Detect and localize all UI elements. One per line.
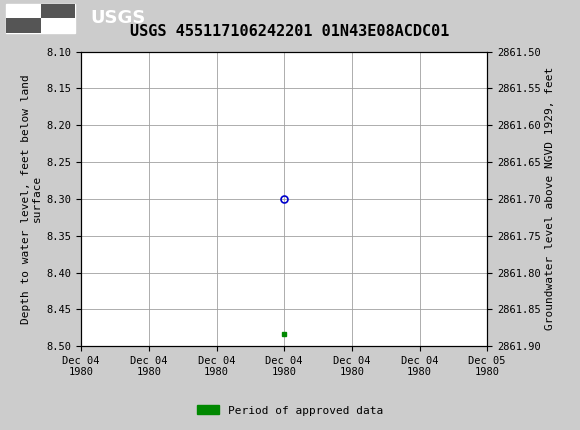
Y-axis label: Depth to water level, feet below land
surface: Depth to water level, feet below land su… <box>21 74 42 324</box>
Bar <box>41 3 75 18</box>
Text: USGS 455117106242201 01N43E08ACDC01: USGS 455117106242201 01N43E08ACDC01 <box>130 24 450 39</box>
Y-axis label: Groundwater level above NGVD 1929, feet: Groundwater level above NGVD 1929, feet <box>545 67 555 331</box>
Legend: Period of approved data: Period of approved data <box>193 401 387 420</box>
Bar <box>6 3 75 33</box>
Bar <box>6 18 41 33</box>
Text: USGS: USGS <box>90 9 145 27</box>
